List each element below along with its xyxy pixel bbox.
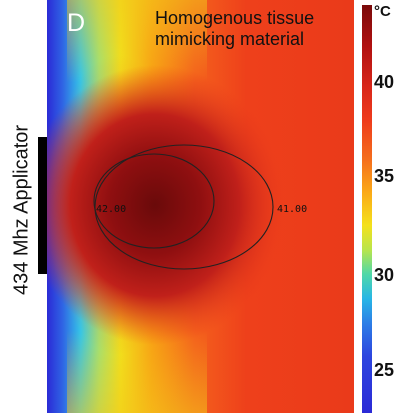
contour-label-42: 42.00 — [96, 204, 127, 215]
contour-41 — [94, 144, 274, 270]
material-label: Homogenous tissue mimicking material — [155, 8, 315, 49]
contour-42 — [93, 153, 215, 249]
colorbar-unit: °C — [374, 3, 391, 20]
applicator-label: 434 Mhz Applicator — [10, 124, 33, 296]
colorbar — [362, 5, 372, 413]
colorbar-tick-40: 40 — [374, 72, 395, 92]
applicator-bar — [38, 137, 47, 274]
heat-map — [47, 0, 354, 413]
colorbar-tick-30: 30 — [374, 265, 395, 285]
colorbar-tick-25: 25 — [374, 360, 395, 380]
panel-letter: D — [67, 9, 86, 37]
colorbar-tick-35: 35 — [374, 166, 395, 186]
contour-label-41: 41.00 — [277, 204, 308, 215]
